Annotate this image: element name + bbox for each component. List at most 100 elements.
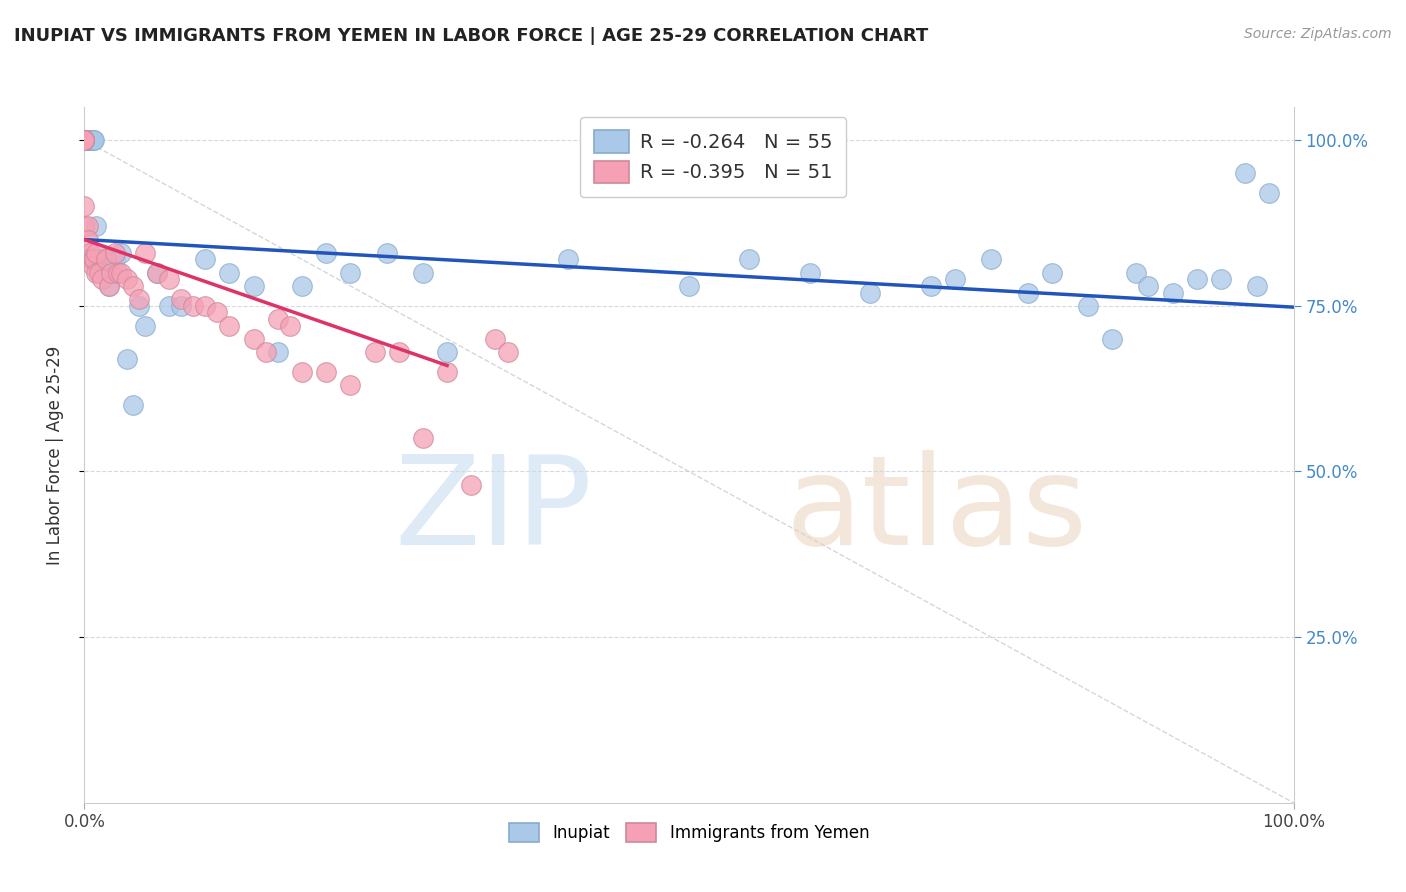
- Point: [242, 332, 264, 346]
- Point: [412, 266, 434, 280]
- Point: [73, 133, 96, 147]
- Point: [73, 133, 96, 147]
- Point: [94, 252, 117, 267]
- Point: [194, 252, 217, 267]
- Point: [134, 318, 156, 333]
- Point: [484, 332, 506, 346]
- Point: [77, 133, 100, 147]
- Point: [363, 345, 385, 359]
- Point: [91, 272, 114, 286]
- Point: [104, 245, 127, 260]
- Point: [291, 279, 314, 293]
- Point: [194, 299, 217, 313]
- Point: [146, 266, 169, 280]
- Point: [1209, 272, 1232, 286]
- Point: [315, 245, 337, 260]
- Point: [100, 266, 122, 280]
- Point: [79, 245, 101, 260]
- Point: [1258, 186, 1281, 201]
- Point: [218, 266, 240, 280]
- Point: [254, 345, 277, 359]
- Point: [104, 252, 127, 267]
- Point: [82, 259, 104, 273]
- Point: [121, 398, 143, 412]
- Point: [73, 133, 96, 147]
- Point: [128, 299, 150, 313]
- Point: [339, 266, 361, 280]
- Point: [1125, 266, 1147, 280]
- Point: [79, 133, 101, 147]
- Point: [460, 477, 482, 491]
- Point: [1101, 332, 1123, 346]
- Point: [87, 266, 110, 280]
- Point: [77, 219, 100, 234]
- Point: [436, 345, 458, 359]
- Point: [97, 279, 120, 293]
- Text: INUPIAT VS IMMIGRANTS FROM YEMEN IN LABOR FORCE | AGE 25-29 CORRELATION CHART: INUPIAT VS IMMIGRANTS FROM YEMEN IN LABO…: [14, 27, 928, 45]
- Point: [83, 252, 105, 267]
- Point: [82, 133, 104, 147]
- Point: [91, 252, 114, 267]
- Point: [1185, 272, 1208, 286]
- Point: [242, 279, 264, 293]
- Point: [218, 318, 240, 333]
- Point: [170, 299, 193, 313]
- Point: [97, 279, 120, 293]
- Point: [82, 252, 104, 267]
- Point: [799, 266, 821, 280]
- Point: [267, 345, 290, 359]
- Point: [73, 219, 96, 234]
- Point: [83, 133, 105, 147]
- Point: [1234, 166, 1257, 180]
- Point: [339, 378, 361, 392]
- Point: [1017, 285, 1039, 300]
- Point: [94, 266, 117, 280]
- Point: [73, 133, 96, 147]
- Point: [157, 299, 180, 313]
- Point: [128, 292, 150, 306]
- Text: Source: ZipAtlas.com: Source: ZipAtlas.com: [1244, 27, 1392, 41]
- Point: [375, 245, 398, 260]
- Point: [920, 279, 942, 293]
- Point: [1040, 266, 1063, 280]
- Point: [79, 252, 101, 267]
- Point: [73, 133, 96, 147]
- Point: [115, 351, 138, 366]
- Point: [738, 252, 761, 267]
- Point: [86, 245, 108, 260]
- Point: [134, 245, 156, 260]
- Point: [157, 272, 180, 286]
- Point: [943, 272, 966, 286]
- Point: [181, 299, 204, 313]
- Point: [557, 252, 579, 267]
- Point: [77, 133, 100, 147]
- Point: [86, 219, 108, 234]
- Point: [980, 252, 1002, 267]
- Text: ZIP: ZIP: [394, 450, 592, 571]
- Point: [77, 233, 100, 247]
- Point: [86, 266, 108, 280]
- Point: [110, 266, 132, 280]
- Point: [315, 365, 337, 379]
- Point: [496, 345, 519, 359]
- Point: [146, 266, 169, 280]
- Point: [82, 133, 104, 147]
- Legend: Inupiat, Immigrants from Yemen: Inupiat, Immigrants from Yemen: [501, 814, 877, 850]
- Point: [73, 133, 96, 147]
- Text: atlas: atlas: [786, 450, 1088, 571]
- Point: [267, 312, 290, 326]
- Point: [1077, 299, 1099, 313]
- Y-axis label: In Labor Force | Age 25-29: In Labor Force | Age 25-29: [45, 345, 63, 565]
- Point: [170, 292, 193, 306]
- Point: [436, 365, 458, 379]
- Point: [87, 252, 110, 267]
- Point: [1137, 279, 1160, 293]
- Point: [121, 279, 143, 293]
- Point: [107, 266, 129, 280]
- Point: [859, 285, 882, 300]
- Point: [1161, 285, 1184, 300]
- Point: [79, 133, 101, 147]
- Point: [678, 279, 700, 293]
- Point: [86, 252, 108, 267]
- Point: [73, 133, 96, 147]
